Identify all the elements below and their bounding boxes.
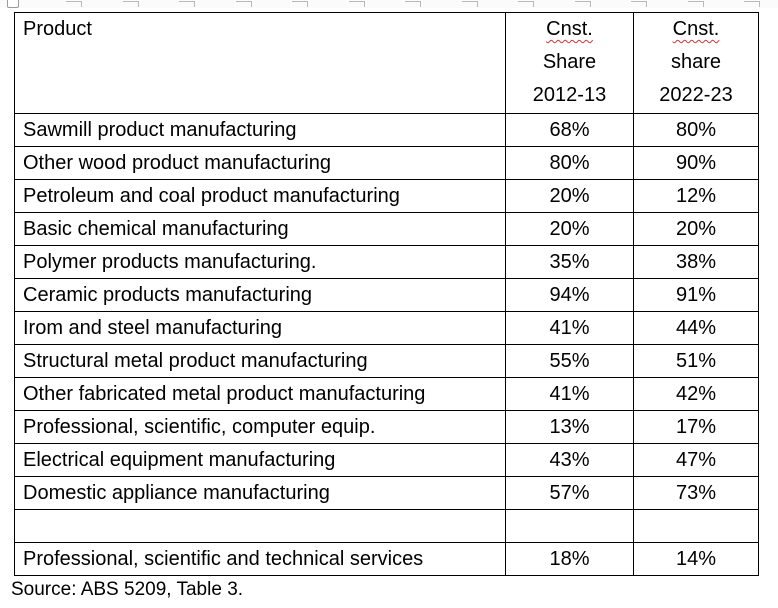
- ruler-tick-icon: [744, 1, 760, 7]
- product-cell[interactable]: Basic chemical manufacturing: [14, 212, 506, 246]
- table-row-empty: [14, 509, 759, 543]
- header-share-2022-23-cell[interactable]: Cnst. share 2022-23: [633, 12, 759, 114]
- product-cell[interactable]: Polymer products manufacturing.: [14, 245, 506, 279]
- table-handle-icon[interactable]: [7, 0, 19, 8]
- ruler-tick-icon: [518, 1, 534, 7]
- ruler-tick-icon: [462, 1, 478, 7]
- header-cnst-label: Cnst.: [546, 18, 593, 40]
- product-cell[interactable]: Structural metal product manufacturing: [14, 344, 506, 378]
- ruler-tick-icon: [688, 1, 704, 7]
- table-row: Irom and steel manufacturing 41% 44%: [14, 311, 759, 345]
- share-2012-13-cell[interactable]: 35%: [505, 245, 634, 279]
- header-share-label: Share: [542, 51, 597, 73]
- share-2022-23-cell[interactable]: 47%: [633, 443, 759, 477]
- ruler-tick-icon: [631, 1, 647, 7]
- product-cell[interactable]: Ceramic products manufacturing: [14, 278, 506, 312]
- table-row: Electrical equipment manufacturing 43% 4…: [14, 443, 759, 477]
- share-2022-23-cell[interactable]: 90%: [633, 146, 759, 180]
- ruler-tick-icon: [575, 1, 591, 7]
- ruler-strip: [0, 0, 778, 8]
- product-cell[interactable]: Other wood product manufacturing: [14, 146, 506, 180]
- constant-share-table: Product Cnst. Share 2012-13 Cnst. share …: [14, 12, 759, 576]
- share-2012-13-cell[interactable]: 43%: [505, 443, 634, 477]
- share-2012-13-cell[interactable]: 57%: [505, 476, 634, 510]
- share-2012-13-cell[interactable]: 20%: [505, 212, 634, 246]
- ruler-tick-icon: [236, 1, 252, 7]
- table-row: Sawmill product manufacturing 68% 80%: [14, 113, 759, 147]
- share-2022-23-cell[interactable]: 20%: [633, 212, 759, 246]
- share-2012-13-cell[interactable]: 41%: [505, 377, 634, 411]
- share-2012-13-cell[interactable]: 13%: [505, 410, 634, 444]
- share-2012-13-cell[interactable]: 20%: [505, 179, 634, 213]
- share-2012-13-cell[interactable]: 68%: [505, 113, 634, 147]
- table-row: Basic chemical manufacturing 20% 20%: [14, 212, 759, 246]
- ruler-tick-icon: [349, 1, 365, 7]
- share-2022-23-cell[interactable]: 14%: [633, 542, 759, 576]
- table-row: Polymer products manufacturing. 35% 38%: [14, 245, 759, 279]
- ruler-tick-icon: [292, 1, 308, 7]
- product-cell[interactable]: [14, 509, 506, 543]
- table-row: Professional, scientific and technical s…: [14, 542, 759, 576]
- share-2022-23-cell[interactable]: 73%: [633, 476, 759, 510]
- product-cell[interactable]: Sawmill product manufacturing: [14, 113, 506, 147]
- product-cell[interactable]: Domestic appliance manufacturing: [14, 476, 506, 510]
- product-cell[interactable]: Petroleum and coal product manufacturing: [14, 179, 506, 213]
- share-2022-23-cell[interactable]: 42%: [633, 377, 759, 411]
- header-share-2012-13-cell[interactable]: Cnst. Share 2012-13: [505, 12, 634, 114]
- header-product-label: Product: [23, 18, 92, 40]
- share-2022-23-cell[interactable]: 12%: [633, 179, 759, 213]
- share-2022-23-cell[interactable]: 91%: [633, 278, 759, 312]
- share-2012-13-cell[interactable]: 80%: [505, 146, 634, 180]
- table-row: Professional, scientific, computer equip…: [14, 410, 759, 444]
- share-2022-23-cell[interactable]: 80%: [633, 113, 759, 147]
- ruler-tick-icon: [179, 1, 195, 7]
- product-cell[interactable]: Professional, scientific, computer equip…: [14, 410, 506, 444]
- table-row: Other fabricated metal product manufactu…: [14, 377, 759, 411]
- header-year-2022-23-label: 2022-23: [659, 84, 733, 106]
- table-row: Ceramic products manufacturing 94% 91%: [14, 278, 759, 312]
- table-row: Petroleum and coal product manufacturing…: [14, 179, 759, 213]
- source-note: Source: ABS 5209, Table 3.: [11, 579, 244, 600]
- header-product-cell[interactable]: Product: [14, 12, 506, 114]
- share-2022-23-cell[interactable]: [633, 509, 759, 543]
- share-2022-23-cell[interactable]: 17%: [633, 410, 759, 444]
- product-cell[interactable]: Professional, scientific and technical s…: [14, 542, 506, 576]
- ruler-tick-icon: [405, 1, 421, 7]
- table-header-row: Product Cnst. Share 2012-13 Cnst. share …: [14, 12, 759, 114]
- share-2022-23-cell[interactable]: 44%: [633, 311, 759, 345]
- header-share-label: share: [670, 51, 722, 73]
- product-cell[interactable]: Electrical equipment manufacturing: [14, 443, 506, 477]
- table-row: Other wood product manufacturing 80% 90%: [14, 146, 759, 180]
- share-2012-13-cell[interactable]: [505, 509, 634, 543]
- table-row: Domestic appliance manufacturing 57% 73%: [14, 476, 759, 510]
- share-2012-13-cell[interactable]: 18%: [505, 542, 634, 576]
- share-2022-23-cell[interactable]: 38%: [633, 245, 759, 279]
- ruler-tick-icon: [66, 1, 82, 7]
- share-2012-13-cell[interactable]: 94%: [505, 278, 634, 312]
- ruler-tick-icon: [123, 1, 139, 7]
- share-2012-13-cell[interactable]: 41%: [505, 311, 634, 345]
- share-2012-13-cell[interactable]: 55%: [505, 344, 634, 378]
- header-cnst-label: Cnst.: [672, 18, 720, 40]
- table-row: Structural metal product manufacturing 5…: [14, 344, 759, 378]
- share-2022-23-cell[interactable]: 51%: [633, 344, 759, 378]
- header-year-2012-13-label: 2012-13: [532, 84, 607, 106]
- product-cell[interactable]: Irom and steel manufacturing: [14, 311, 506, 345]
- product-cell[interactable]: Other fabricated metal product manufactu…: [14, 377, 506, 411]
